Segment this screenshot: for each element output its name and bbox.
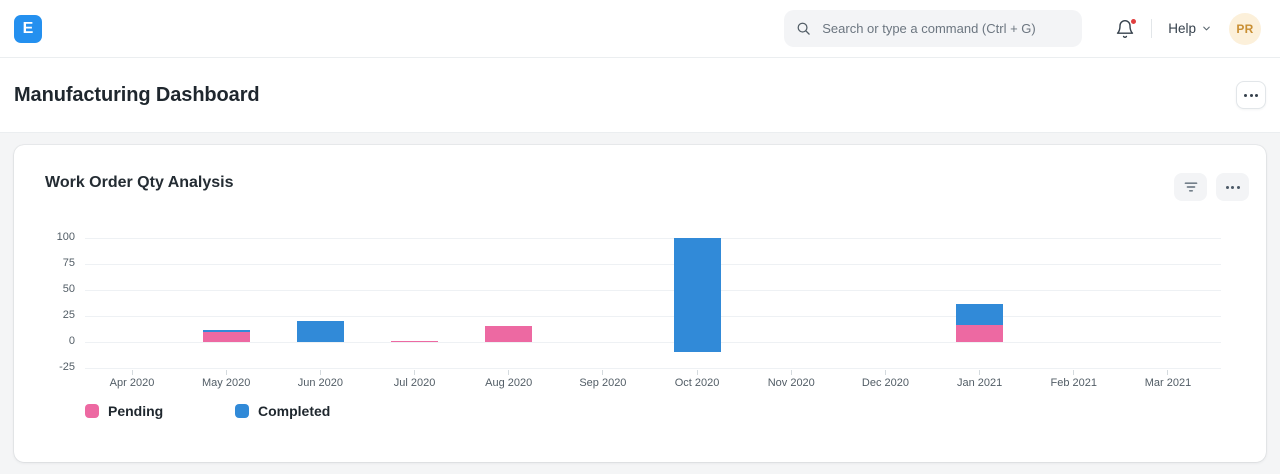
bar-segment[interactable] <box>485 326 533 342</box>
gridline <box>85 290 1221 291</box>
bar-segment[interactable] <box>956 303 1004 326</box>
x-axis-label: Apr 2020 <box>109 377 155 389</box>
bell-icon <box>1115 19 1135 42</box>
user-avatar[interactable]: PR <box>1229 12 1261 45</box>
bar-segment[interactable] <box>202 331 250 342</box>
x-axis-label: Jun 2020 <box>297 377 343 389</box>
y-axis-tick-label: -25 <box>59 361 75 373</box>
x-axis-tick-mark <box>979 370 981 375</box>
x-axis-label: Jul 2020 <box>393 377 436 389</box>
global-search[interactable] <box>784 10 1083 47</box>
page-more-button[interactable] <box>1236 81 1266 109</box>
x-axis-label: Jan 2021 <box>956 377 1003 389</box>
gridline <box>85 342 1221 343</box>
x-axis-tick-mark <box>696 370 698 375</box>
legend-item: Completed <box>235 403 330 419</box>
notification-dot <box>1130 17 1138 25</box>
y-axis-tick-label: 75 <box>62 257 75 269</box>
x-axis-tick-mark <box>414 370 416 375</box>
page-title: Manufacturing Dashboard <box>14 83 260 106</box>
x-axis-tick-mark <box>131 370 133 375</box>
y-axis-tick-label: 100 <box>56 231 75 243</box>
chart-card-actions <box>1174 173 1249 201</box>
page-header: Manufacturing Dashboard <box>0 58 1280 133</box>
search-input[interactable] <box>820 20 1071 37</box>
x-axis-tick-mark <box>1073 370 1075 375</box>
chart-more-button[interactable] <box>1216 173 1249 201</box>
navbar-divider <box>1151 19 1153 38</box>
x-axis-label: May 2020 <box>202 377 251 389</box>
filter-icon <box>1183 180 1199 194</box>
main-content: Work Order Qty Analysis 100 75 50 25 0 -25 Apr… <box>0 133 1280 474</box>
legend-label: Completed <box>258 403 331 419</box>
x-axis-label: Dec 2020 <box>861 377 909 389</box>
ellipsis-icon <box>1244 93 1258 97</box>
x-axis-tick-mark <box>508 370 510 375</box>
y-axis-tick-label: 0 <box>68 335 75 347</box>
x-axis-label: Aug 2020 <box>485 377 533 389</box>
bar-segment[interactable] <box>296 321 344 342</box>
x-axis-label: Oct 2020 <box>674 377 720 389</box>
bar-segment[interactable] <box>673 238 721 353</box>
bar-segment[interactable] <box>391 340 439 342</box>
help-menu[interactable]: Help <box>1166 17 1214 40</box>
legend-swatch <box>235 404 249 418</box>
chart-area: 100 75 50 25 0 -25 Apr 2020 May 2020 Jun 2020 Jul… <box>14 145 1266 462</box>
x-axis-tick-mark <box>602 370 604 375</box>
gridline <box>85 368 1221 369</box>
app-logo-letter: E <box>22 19 34 37</box>
gridline <box>85 316 1221 317</box>
x-axis-tick-mark <box>884 370 886 375</box>
chart-card-title: Work Order Qty Analysis <box>45 174 234 191</box>
x-axis-label: Mar 2021 <box>1144 377 1192 389</box>
x-axis-label: Nov 2020 <box>767 377 815 389</box>
x-axis-tick-mark <box>1167 370 1169 375</box>
gridline <box>85 264 1221 265</box>
y-axis-tick-label: 25 <box>62 309 75 321</box>
search-icon <box>796 21 811 36</box>
legend-swatch <box>85 404 99 418</box>
chevron-down-icon <box>1201 23 1212 34</box>
app-logo[interactable]: E <box>14 14 42 43</box>
help-label: Help <box>1168 21 1196 36</box>
navbar: E Help PR <box>0 0 1280 58</box>
bar-segment[interactable] <box>202 329 250 332</box>
notifications-button[interactable] <box>1113 17 1138 42</box>
legend-item: Pending <box>85 403 163 419</box>
y-axis-tick-label: 50 <box>62 283 75 295</box>
x-axis-label: Feb 2021 <box>1050 377 1098 389</box>
avatar-initials: PR <box>1236 21 1254 36</box>
work-order-chart-card: Work Order Qty Analysis 100 75 50 25 0 -25 Apr… <box>14 145 1266 462</box>
x-axis-tick-mark <box>790 370 792 375</box>
ellipsis-icon <box>1225 185 1240 189</box>
gridline <box>85 238 1221 239</box>
legend-label: Pending <box>108 403 164 419</box>
bar-segment[interactable] <box>956 325 1004 342</box>
x-axis-tick-mark <box>225 370 227 375</box>
x-axis-label: Sep 2020 <box>579 377 627 389</box>
chart-filter-button[interactable] <box>1174 173 1207 201</box>
x-axis-tick-mark <box>319 370 321 375</box>
